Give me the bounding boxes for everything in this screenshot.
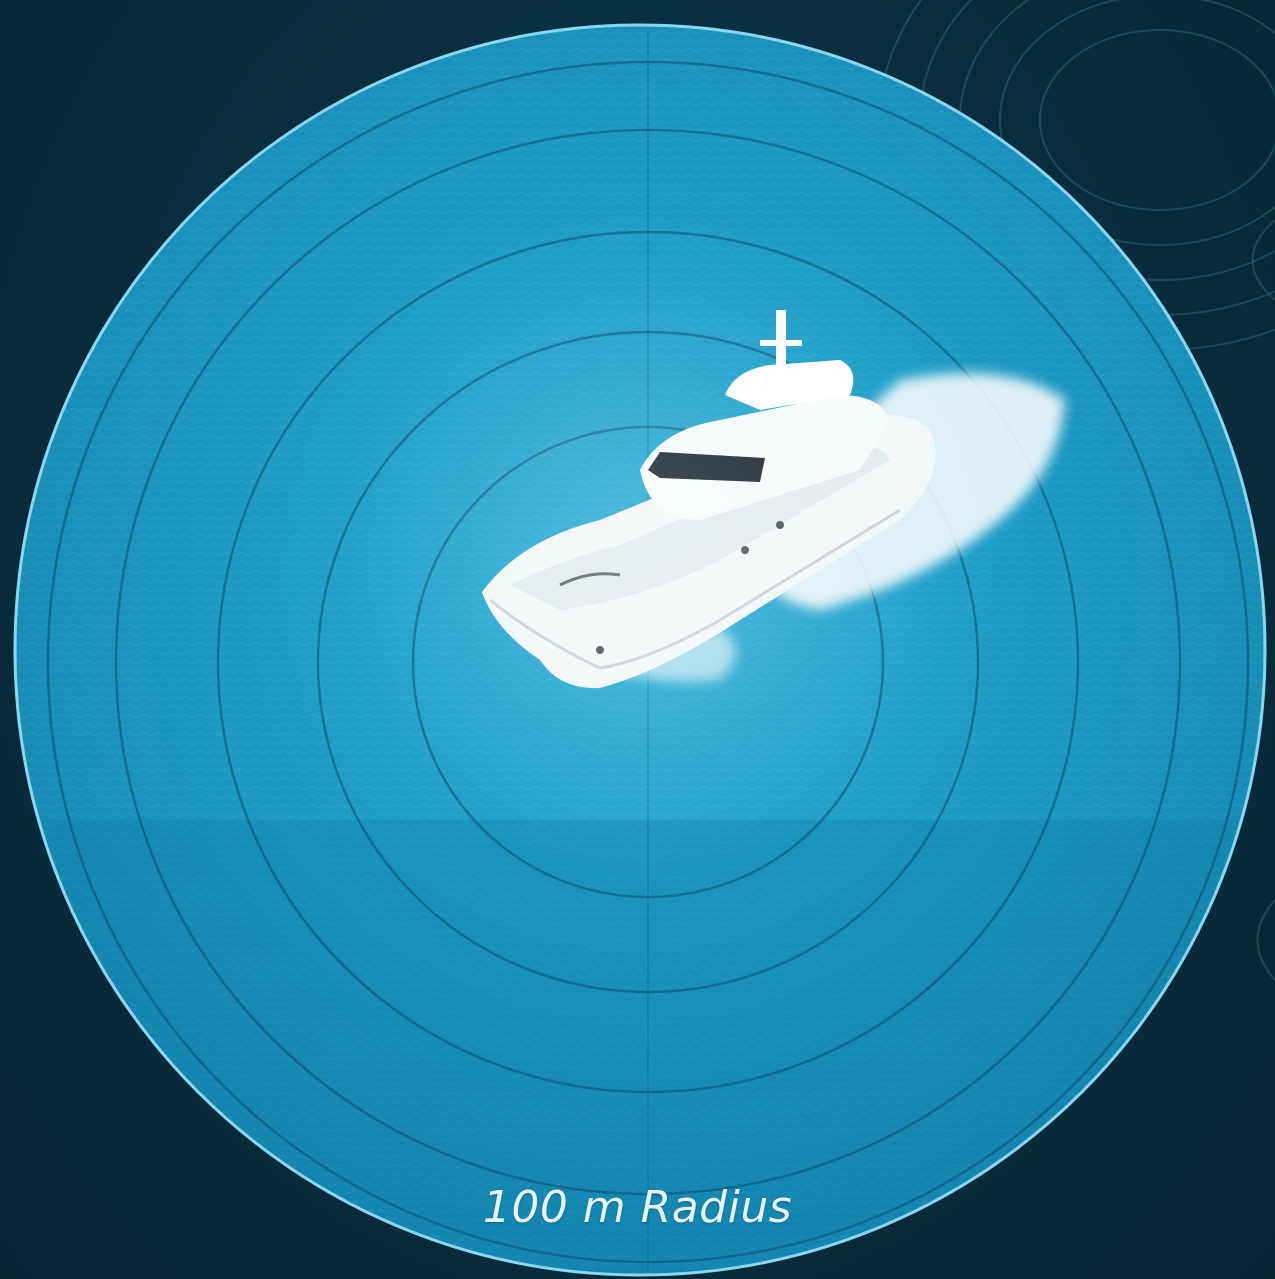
radius-caption: 100 m Radius (482, 1182, 793, 1233)
range-ring (114, 128, 1182, 1196)
radius-circle (13, 23, 1267, 1277)
range-ring (46, 60, 1250, 1264)
range-ring (216, 230, 1080, 1094)
